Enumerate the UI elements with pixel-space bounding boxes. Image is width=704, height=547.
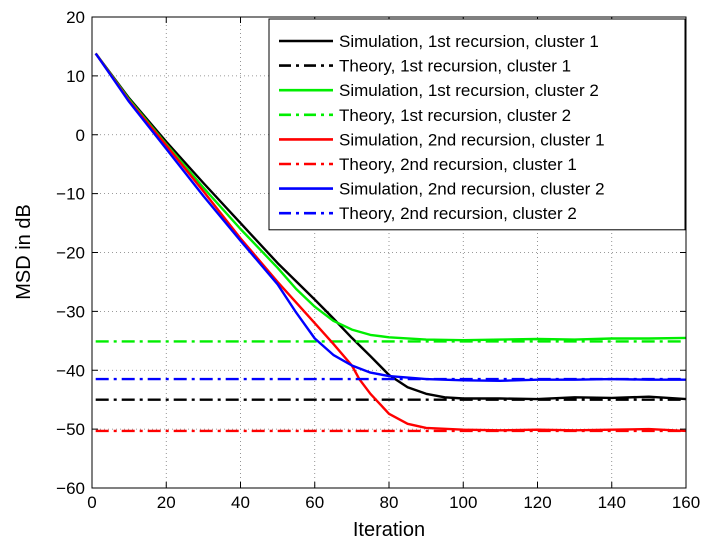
y-tick-label: −30 xyxy=(56,302,85,321)
y-tick-label: 0 xyxy=(76,126,85,145)
series-lines xyxy=(94,52,687,433)
x-tick-label: 80 xyxy=(380,493,399,512)
y-tick-label: −20 xyxy=(56,244,85,263)
y-tick-label: 10 xyxy=(66,67,85,86)
x-tick-label: 0 xyxy=(87,493,96,512)
x-tick-label: 140 xyxy=(598,493,626,512)
x-tick-label: 60 xyxy=(305,493,324,512)
y-tick-label: 20 xyxy=(66,8,85,27)
y-axis-label: MSD in dB xyxy=(13,204,35,300)
legend-entry: Simulation, 1st recursion, cluster 1 xyxy=(339,32,599,51)
legend-entry: Theory, 1st recursion, cluster 2 xyxy=(339,106,571,125)
x-tick-label: 160 xyxy=(672,493,700,512)
series-line-5 xyxy=(94,52,687,433)
x-tick-label: 120 xyxy=(523,493,551,512)
legend-entry: Simulation, 1st recursion, cluster 2 xyxy=(339,81,599,100)
legend-entry: Theory, 1st recursion, cluster 1 xyxy=(339,57,571,76)
legend-entry: Simulation, 2nd recursion, cluster 2 xyxy=(339,180,605,199)
series-line-3 xyxy=(94,52,687,342)
x-tick-label: 40 xyxy=(231,493,250,512)
axis-ticks: 0 20 40 60 80 100 120 140 16020100−10−20−30−40−5… xyxy=(56,8,700,512)
y-tick-label: −60 xyxy=(56,479,85,498)
x-tick-label: 100 xyxy=(449,493,477,512)
legend: Simulation, 1st recursion, cluster 1 Theo… xyxy=(268,18,686,231)
x-axis-label: Iteration xyxy=(353,519,425,541)
y-tick-label: −40 xyxy=(56,361,85,380)
y-tick-label: −10 xyxy=(56,185,85,204)
x-tick-label: 20 xyxy=(157,493,176,512)
legend-entry: Theory, 2nd recursion, cluster 2 xyxy=(339,204,577,223)
legend-box xyxy=(268,18,686,231)
y-tick-label: −50 xyxy=(56,420,85,439)
legend-entry: Theory, 2nd recursion, cluster 1 xyxy=(339,155,577,174)
legend-entry: Simulation, 2nd recursion, cluster 1 xyxy=(339,130,605,149)
